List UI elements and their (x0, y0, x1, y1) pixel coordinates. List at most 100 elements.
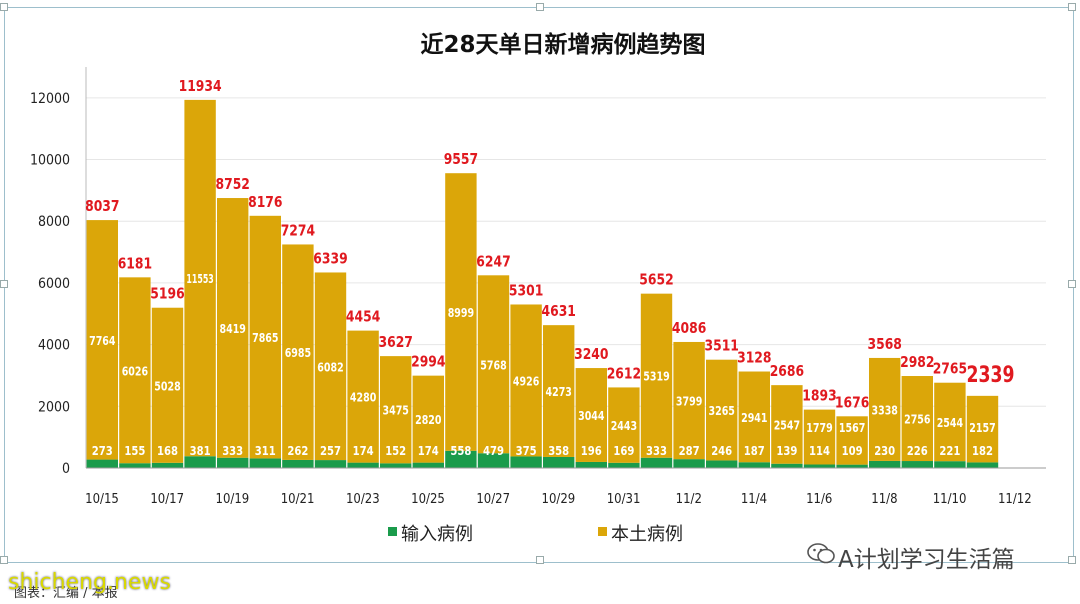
legend-swatch (388, 527, 397, 536)
x-tick-label: 10/23 (346, 492, 380, 507)
data-label-imported: 333 (646, 444, 667, 458)
bar-local (836, 416, 868, 465)
bar-imported (543, 456, 575, 468)
bar-imported (706, 460, 738, 468)
data-label-imported: 381 (190, 444, 211, 458)
data-label-local: 4273 (546, 385, 572, 399)
data-label-imported: 221 (939, 444, 960, 458)
x-tick-label: 10/31 (607, 492, 641, 507)
data-label-local: 3338 (872, 403, 898, 417)
data-label-imported: 246 (711, 444, 732, 458)
bar-imported (934, 461, 966, 468)
bar-imported (608, 462, 640, 468)
data-label-local: 3044 (578, 409, 605, 423)
resize-handle-right[interactable] (1068, 280, 1076, 288)
data-label-local: 2443 (611, 419, 637, 433)
data-label-local: 5028 (154, 379, 180, 393)
resize-handle-bottom-right[interactable] (1068, 556, 1076, 564)
y-tick-label: 8000 (38, 214, 70, 230)
bar-local (510, 304, 542, 457)
source-caption: 图表：汇编 / 本报 (14, 586, 118, 601)
bar-local (119, 277, 151, 464)
bar-imported (836, 464, 868, 468)
data-label-total: 2612 (607, 364, 641, 382)
data-label-imported: 187 (744, 444, 765, 458)
data-label-imported: 358 (548, 444, 569, 458)
data-label-imported: 182 (972, 444, 993, 458)
data-label-local: 2756 (904, 413, 930, 427)
data-label-local: 2157 (969, 421, 995, 435)
bar-local (314, 272, 347, 461)
bar-imported (412, 462, 444, 468)
resize-handle-top-right[interactable] (1068, 3, 1076, 11)
data-label-local: 3799 (676, 395, 702, 409)
x-tick-label: 11/6 (806, 492, 832, 507)
y-tick-label: 0 (62, 461, 70, 477)
x-tick-label: 10/15 (85, 492, 119, 507)
data-label-local: 5319 (643, 370, 669, 384)
x-tick-label: 11/8 (871, 492, 897, 507)
bar-local (673, 341, 705, 460)
bar-imported (184, 456, 216, 468)
data-label-imported: 139 (776, 444, 797, 458)
data-label-total: 4454 (346, 308, 380, 326)
bar-imported (510, 456, 542, 468)
data-label-local: 1567 (839, 421, 865, 435)
data-label-imported: 479 (483, 444, 504, 458)
data-label-total: 8176 (248, 193, 282, 211)
x-tick-label: 10/17 (150, 492, 184, 507)
data-label-local: 3265 (709, 404, 735, 418)
data-label-total: 3240 (574, 345, 608, 363)
bar-imported (738, 462, 770, 468)
data-label-imported: 155 (124, 444, 145, 458)
data-label-total: 1893 (802, 387, 836, 405)
y-tick-label: 12000 (30, 91, 70, 107)
y-tick-label: 4000 (38, 338, 70, 354)
data-label-imported: 333 (222, 444, 243, 458)
bar-imported (445, 450, 477, 468)
bar-local (738, 371, 770, 463)
resize-handle-bottom[interactable] (536, 556, 544, 564)
data-label-total: 2994 (411, 353, 445, 371)
data-label-local: 2820 (415, 413, 441, 427)
bar-local (249, 215, 281, 459)
y-tick-label: 6000 (38, 276, 70, 292)
resize-handle-top[interactable] (536, 3, 544, 11)
x-tick-label: 11/10 (933, 492, 967, 507)
bar-imported (151, 462, 184, 468)
resize-handle-top-left[interactable] (0, 3, 8, 11)
bar-imported (347, 462, 379, 468)
bar-local (608, 387, 640, 463)
data-label-local: 3475 (383, 404, 409, 418)
bar-imported (575, 461, 607, 468)
data-label-local: 7865 (252, 331, 278, 345)
data-label-total: 2339 (967, 363, 1015, 388)
bar-imported (966, 462, 999, 468)
bar-imported (803, 464, 836, 468)
x-tick-label: 11/12 (998, 492, 1032, 507)
bar-imported (869, 460, 901, 468)
bar-imported (380, 463, 412, 468)
bar-local (575, 368, 607, 462)
site-watermark: shicheng.news (8, 570, 171, 595)
data-label-total: 2765 (933, 360, 967, 378)
data-label-imported: 169 (613, 444, 634, 458)
bar-local (184, 99, 216, 457)
resize-handle-bottom-left[interactable] (0, 556, 8, 564)
y-tick-label: 10000 (30, 153, 70, 169)
data-label-imported: 226 (907, 444, 928, 458)
resize-handle-left[interactable] (0, 280, 8, 288)
bar-local (282, 244, 314, 460)
data-label-total: 7274 (281, 221, 315, 239)
bar-local (347, 330, 379, 463)
data-label-imported: 230 (874, 444, 895, 458)
data-label-local: 8999 (448, 306, 474, 320)
bar-local (86, 220, 118, 460)
data-label-total: 3568 (868, 335, 902, 353)
bar-local (706, 359, 738, 461)
data-label-local: 2941 (741, 411, 767, 425)
bar-local (901, 376, 933, 462)
bar-local (934, 382, 966, 462)
data-label-total: 5196 (150, 285, 184, 303)
